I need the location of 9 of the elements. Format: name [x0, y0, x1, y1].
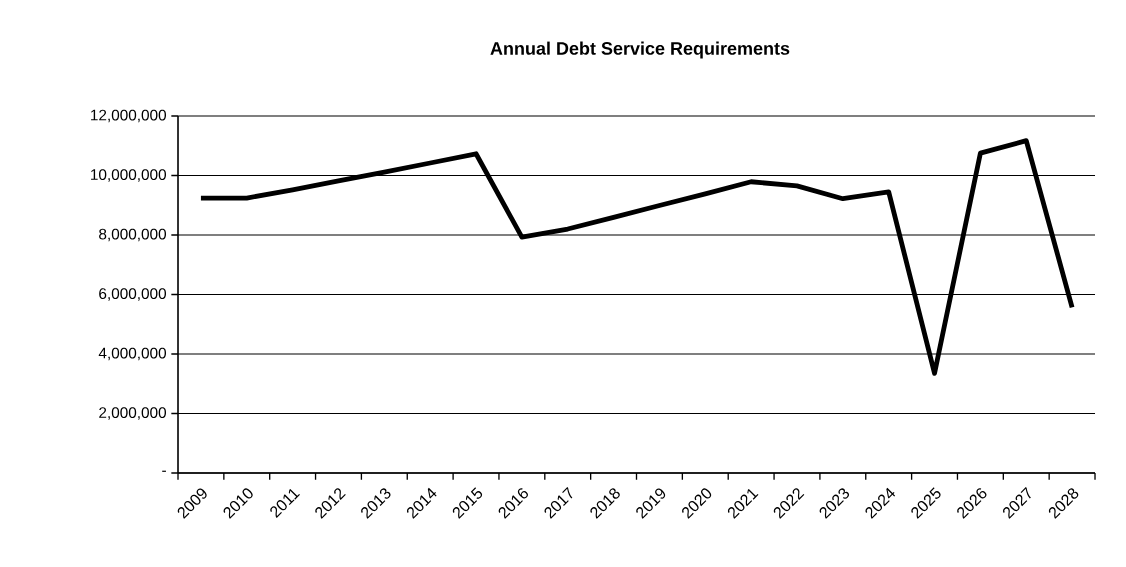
y-tick-label: 4,000,000 [98, 347, 167, 361]
y-tick-label: 2,000,000 [99, 407, 167, 420]
y-tick-label: 8,000,000 [99, 228, 167, 242]
y-tick-label: 10,000,000 [91, 169, 167, 182]
line-series [198, 138, 1075, 376]
y-tick-label: 12,000,000 [91, 109, 167, 123]
y-tick-label: 6,000,000 [99, 288, 167, 301]
y-tick-label: - [162, 470, 166, 472]
chart-title: Annual Debt Service Requirements [490, 41, 790, 59]
